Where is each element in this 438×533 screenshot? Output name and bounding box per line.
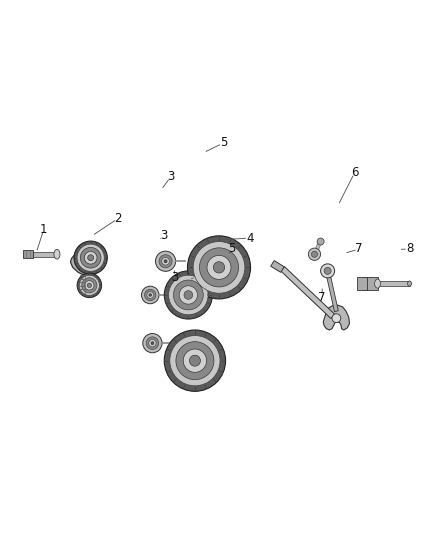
Text: 7: 7	[318, 290, 326, 304]
Text: 3: 3	[161, 229, 168, 243]
Circle shape	[308, 248, 321, 260]
Circle shape	[324, 268, 331, 274]
Circle shape	[85, 281, 94, 290]
Circle shape	[187, 236, 251, 299]
Circle shape	[169, 275, 208, 314]
Text: 2: 2	[114, 212, 122, 225]
Circle shape	[74, 241, 107, 274]
Circle shape	[149, 340, 156, 347]
Circle shape	[141, 286, 159, 304]
Circle shape	[85, 252, 97, 264]
Text: 6: 6	[351, 166, 359, 179]
FancyBboxPatch shape	[357, 277, 367, 290]
Circle shape	[170, 336, 220, 386]
Circle shape	[183, 349, 207, 373]
Circle shape	[311, 251, 318, 257]
FancyBboxPatch shape	[378, 281, 410, 286]
Polygon shape	[326, 271, 338, 312]
Text: 1: 1	[40, 223, 48, 236]
Circle shape	[317, 238, 324, 245]
Circle shape	[321, 264, 335, 278]
FancyBboxPatch shape	[33, 252, 57, 257]
Circle shape	[77, 273, 102, 297]
Circle shape	[145, 289, 156, 301]
Polygon shape	[323, 305, 350, 330]
FancyBboxPatch shape	[363, 277, 378, 290]
Circle shape	[162, 257, 170, 265]
Circle shape	[88, 255, 94, 261]
Circle shape	[149, 294, 152, 296]
Text: 8: 8	[406, 243, 413, 255]
Circle shape	[184, 290, 193, 300]
FancyBboxPatch shape	[23, 250, 33, 259]
Polygon shape	[71, 247, 102, 276]
Circle shape	[159, 255, 172, 268]
Text: 3: 3	[167, 170, 174, 183]
Circle shape	[332, 314, 341, 322]
Circle shape	[179, 286, 198, 304]
Text: 7: 7	[355, 243, 363, 255]
Ellipse shape	[407, 281, 412, 286]
Circle shape	[213, 262, 225, 273]
Polygon shape	[82, 275, 88, 295]
Circle shape	[164, 260, 167, 263]
Text: 5: 5	[229, 243, 236, 255]
Ellipse shape	[374, 279, 381, 288]
Text: 5: 5	[220, 136, 227, 149]
Text: 3: 3	[172, 271, 179, 284]
Circle shape	[147, 292, 154, 298]
Circle shape	[151, 342, 154, 345]
FancyBboxPatch shape	[367, 281, 378, 286]
Circle shape	[164, 330, 226, 391]
Circle shape	[155, 251, 176, 271]
Circle shape	[77, 244, 104, 271]
Circle shape	[199, 248, 239, 287]
Text: 4: 4	[246, 231, 254, 245]
Polygon shape	[286, 271, 339, 322]
Circle shape	[82, 278, 97, 293]
Circle shape	[193, 241, 245, 293]
Circle shape	[80, 247, 101, 268]
Circle shape	[207, 255, 231, 279]
Circle shape	[164, 271, 212, 319]
Ellipse shape	[54, 249, 60, 259]
Circle shape	[146, 337, 159, 350]
Circle shape	[87, 283, 92, 287]
Circle shape	[176, 342, 214, 379]
Polygon shape	[281, 266, 335, 319]
Circle shape	[143, 334, 162, 353]
Circle shape	[79, 275, 99, 295]
Circle shape	[189, 355, 201, 366]
Circle shape	[173, 280, 203, 310]
Polygon shape	[271, 261, 284, 272]
